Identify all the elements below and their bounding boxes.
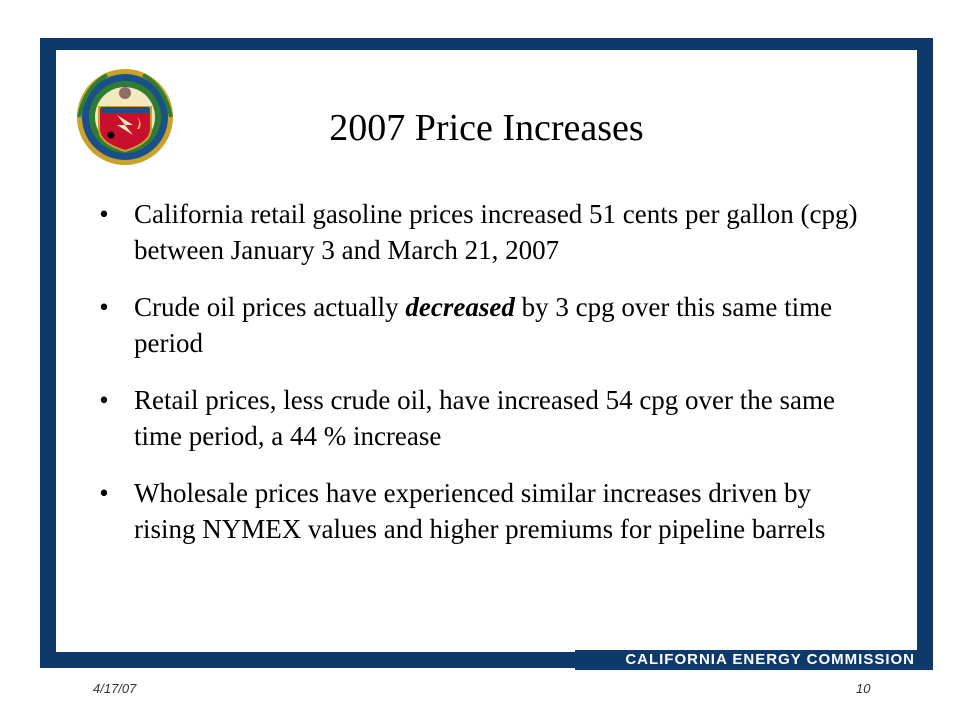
slide-frame: 2007 Price Increases • California retail… <box>40 38 933 668</box>
bullet-icon: • <box>99 478 109 508</box>
footer-org-name: CALIFORNIA ENERGY COMMISSION <box>625 651 915 668</box>
bullet-text: Retail prices, less crude oil, have incr… <box>134 385 835 451</box>
bullet-list: • California retail gasoline prices incr… <box>89 196 879 568</box>
bullet-icon: • <box>99 292 109 322</box>
bullet-text-before: Crude oil prices actually <box>134 292 406 322</box>
california-energy-commission-seal-icon <box>77 69 173 165</box>
bullet-item: • Crude oil prices actually decreased by… <box>89 289 879 361</box>
footer-date: 4/17/07 <box>93 681 137 696</box>
slide-title: 2007 Price Increases <box>329 107 644 149</box>
bullet-text: California retail gasoline prices increa… <box>134 199 858 265</box>
slide-content-area: 2007 Price Increases • California retail… <box>56 50 917 652</box>
bullet-icon: • <box>99 199 109 229</box>
page-number: 10 <box>856 681 871 696</box>
bullet-text: Wholesale prices have experienced simila… <box>134 478 826 544</box>
bullet-item: • Wholesale prices have experienced simi… <box>89 475 879 547</box>
bullet-item: • Retail prices, less crude oil, have in… <box>89 382 879 454</box>
bullet-item: • California retail gasoline prices incr… <box>89 196 879 268</box>
bullet-emphasis: decreased <box>405 292 515 322</box>
bullet-icon: • <box>99 385 109 415</box>
bullet-text-after: by 3 cpg over this same time period <box>134 292 833 358</box>
footer-org-bar: CALIFORNIA ENERGY COMMISSION <box>575 650 933 670</box>
